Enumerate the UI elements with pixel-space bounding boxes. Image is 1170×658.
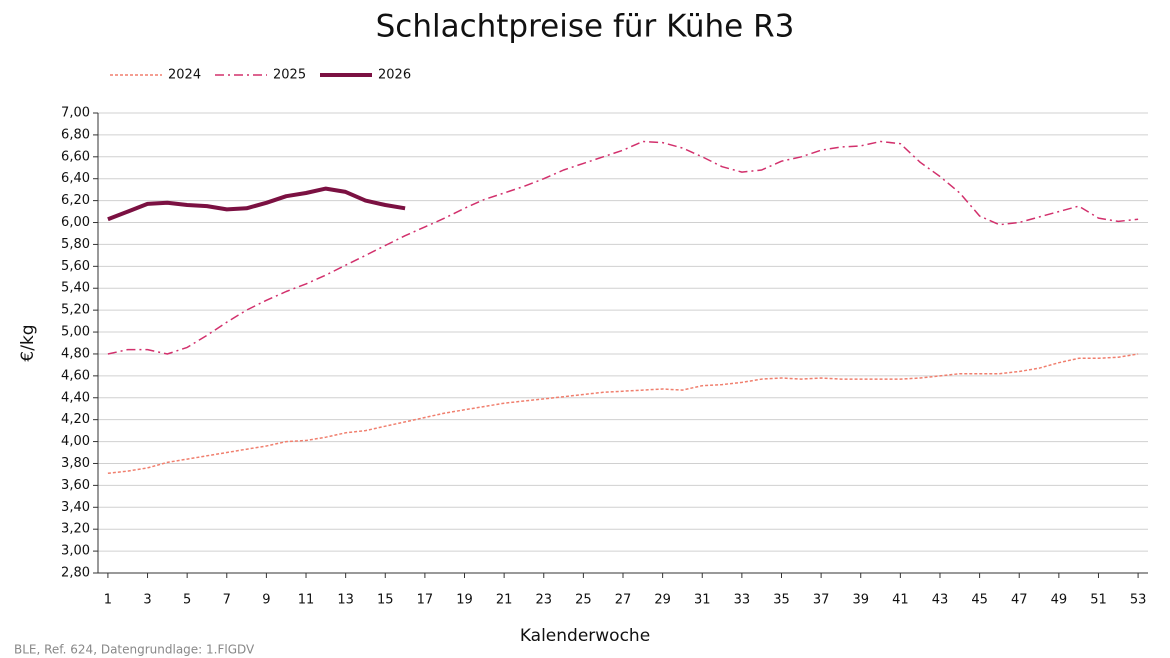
x-tick-label: 51 — [1090, 593, 1107, 608]
y-tick-label: 5,80 — [61, 237, 90, 252]
legend-label: 2024 — [168, 68, 201, 83]
x-axis-title: Kalenderwoche — [520, 626, 650, 646]
x-tick-label: 53 — [1130, 593, 1147, 608]
y-tick-label: 4,20 — [61, 412, 90, 427]
y-tick-label: 5,60 — [61, 259, 90, 274]
legend-label: 2026 — [378, 68, 411, 83]
y-tick-label: 5,40 — [61, 281, 90, 296]
y-axis-title: €/kg — [18, 324, 38, 361]
y-tick-label: 4,40 — [61, 390, 90, 405]
x-tick-label: 15 — [377, 593, 394, 608]
y-tick-label: 5,20 — [61, 303, 90, 318]
x-tick-label: 27 — [615, 593, 632, 608]
y-tick-label: 4,80 — [61, 346, 90, 361]
y-tick-label: 5,00 — [61, 325, 90, 340]
y-tick-label: 6,00 — [61, 215, 90, 230]
x-tick-label: 47 — [1011, 593, 1028, 608]
series-line — [107, 186, 406, 222]
x-tick-label: 11 — [298, 593, 315, 608]
x-tick-label: 45 — [971, 593, 988, 608]
y-tick-label: 4,00 — [61, 434, 90, 449]
source-note: BLE, Ref. 624, Datengrundlage: 1.FlGDV — [14, 643, 255, 657]
y-tick-label: 6,20 — [61, 193, 90, 208]
y-tick-label: 6,60 — [61, 149, 90, 164]
x-tick-label: 37 — [813, 593, 830, 608]
x-tick-label: 49 — [1051, 593, 1068, 608]
series-line — [107, 140, 1139, 355]
chart-title: Schlachtpreise für Kühe R3 — [376, 9, 795, 45]
series-line — [107, 353, 1139, 475]
x-tick-label: 21 — [496, 593, 513, 608]
y-tick-label: 3,40 — [61, 500, 90, 515]
x-tick-label: 1 — [104, 593, 112, 608]
x-tick-label: 41 — [892, 593, 909, 608]
x-tick-label: 23 — [535, 593, 552, 608]
x-tick-label: 17 — [417, 593, 434, 608]
x-tick-label: 3 — [143, 593, 151, 608]
x-tick-label: 25 — [575, 593, 592, 608]
y-tick-label: 3,60 — [61, 478, 90, 493]
x-tick-label: 33 — [734, 593, 751, 608]
x-tick-label: 43 — [932, 593, 949, 608]
x-tick-label: 9 — [262, 593, 270, 608]
x-tick-label: 31 — [694, 593, 711, 608]
y-tick-label: 6,80 — [61, 127, 90, 142]
y-tick-label: 6,40 — [61, 171, 90, 186]
y-tick-label: 4,60 — [61, 368, 90, 383]
x-tick-label: 13 — [337, 593, 354, 608]
x-tick-label: 19 — [456, 593, 473, 608]
legend-label: 2025 — [273, 68, 306, 83]
x-tick-label: 39 — [852, 593, 869, 608]
y-tick-label: 3,00 — [61, 544, 90, 559]
y-tick-label: 2,80 — [61, 566, 90, 581]
y-tick-label: 3,80 — [61, 456, 90, 471]
x-tick-label: 7 — [223, 593, 231, 608]
y-tick-label: 7,00 — [61, 106, 90, 121]
y-tick-label: 3,20 — [61, 522, 90, 537]
x-tick-label: 35 — [773, 593, 790, 608]
x-tick-label: 5 — [183, 593, 191, 608]
x-tick-label: 29 — [654, 593, 671, 608]
